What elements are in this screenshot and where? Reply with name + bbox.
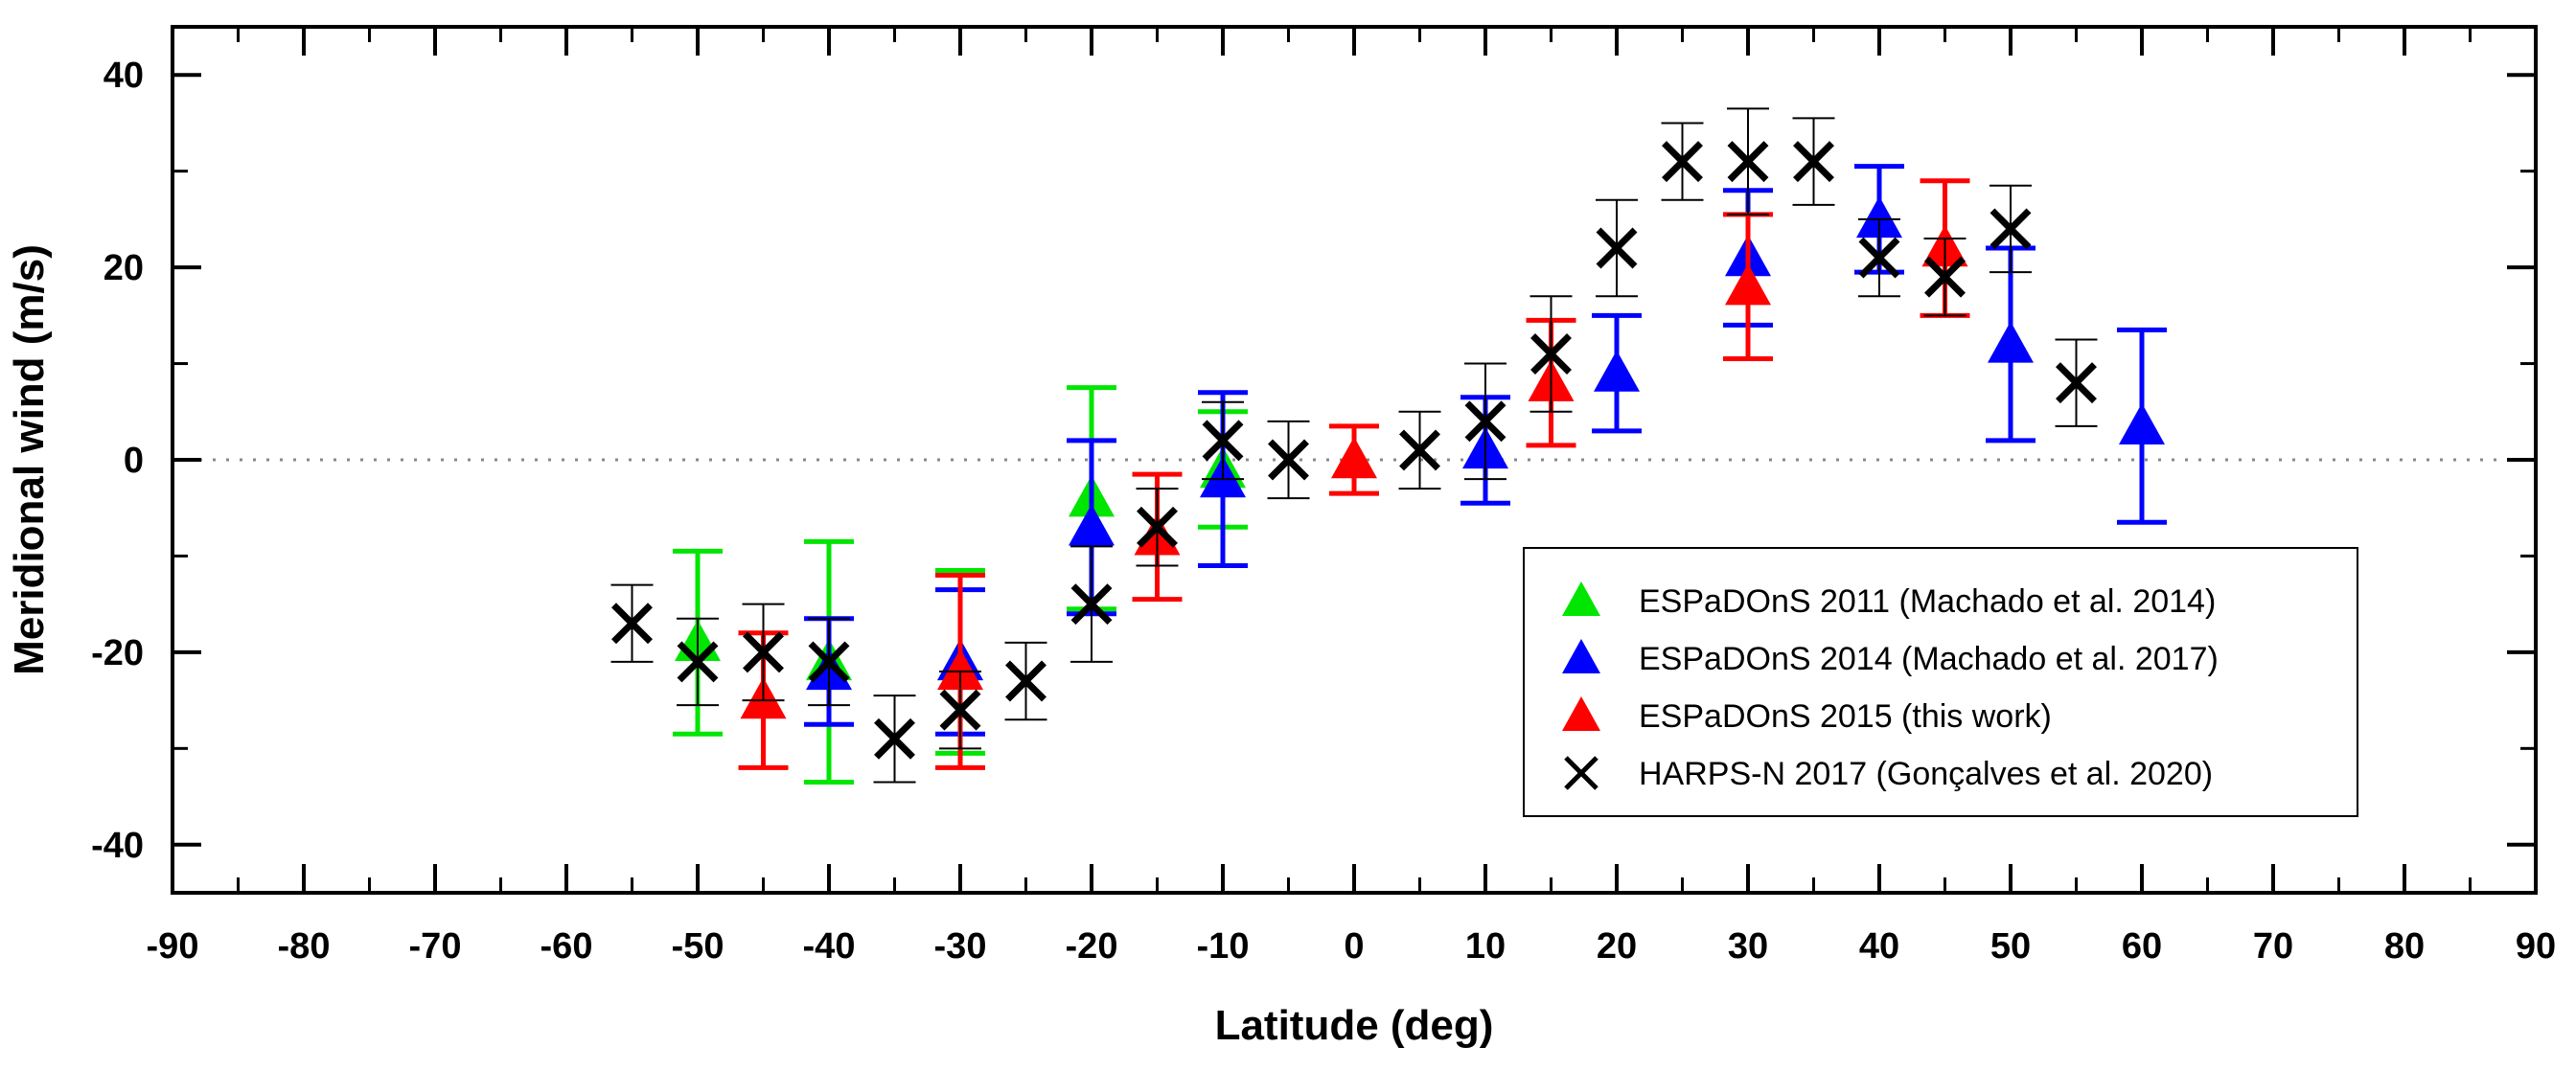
data-point-triangle [2119, 402, 2165, 445]
legend-marker-cross [1564, 756, 1598, 790]
y-tick-label: 20 [104, 248, 144, 288]
x-tick-label: 50 [1990, 926, 2031, 967]
data-point-cross [939, 689, 981, 731]
data-point-cross [1530, 333, 1572, 375]
data-point-cross [1793, 141, 1834, 183]
data-point-triangle [1331, 437, 1377, 479]
data-point-cross [1137, 506, 1178, 548]
x-tick-label: 20 [1597, 926, 1637, 967]
y-tick-label: -40 [91, 826, 144, 866]
data-point-cross [2056, 362, 2097, 404]
data-point-triangle [1988, 321, 2034, 363]
data-point-cross [1924, 256, 1966, 298]
x-tick-label: -70 [409, 926, 462, 967]
x-tick-label: 60 [2122, 926, 2162, 967]
x-tick-label: 70 [2253, 926, 2293, 967]
data-point-triangle [1594, 350, 1640, 392]
x-tick-label: -30 [934, 926, 987, 967]
y-tick-label: -20 [91, 633, 144, 673]
data-point-cross [1268, 439, 1309, 481]
x-tick-label: 0 [1344, 926, 1364, 967]
legend-marker-triangle [1562, 639, 1600, 673]
x-tick-label: 90 [2516, 926, 2556, 967]
frame-layer: -90 -80 -70 -60 -50 -40 -30 -20 -10 0 10 20 30 40 50 60… [91, 25, 2556, 967]
data-point-cross [743, 631, 784, 673]
data-point-cross [1662, 141, 1703, 183]
y-axis-title: Meridional wind (m/s) [6, 244, 53, 675]
data-point-cross [611, 603, 653, 645]
data-point-cross [1070, 583, 1113, 626]
data-point-cross [1399, 429, 1440, 471]
x-tick-label: -80 [278, 926, 331, 967]
legend-label: ESPaDOnS 2015 (this work) [1639, 698, 2052, 735]
data-point-triangle [1725, 263, 1771, 306]
series-4 [610, 107, 2098, 784]
x-tick-label: 40 [1859, 926, 1899, 967]
y-tick-label: 40 [104, 56, 144, 96]
data-point-cross [1858, 237, 1900, 279]
legend-label: ESPaDOnS 2011 (Machado et al. 2014) [1639, 583, 2216, 620]
data-point-cross [1464, 400, 1506, 443]
data-point-triangle [1856, 195, 1902, 239]
y-tick-label: 0 [124, 441, 144, 481]
x-tick-label: -90 [147, 926, 199, 967]
legend-box [1523, 547, 2358, 817]
x-tick-label: 10 [1465, 926, 1506, 967]
x-tick-label: 80 [2384, 926, 2425, 967]
x-axis-title: Latitude (deg) [1215, 1002, 1494, 1049]
x-tick-label: 30 [1728, 926, 1768, 967]
legend: ESPaDOnS 2011 (Machado et al. 2014) ESPaD… [1523, 547, 2358, 817]
data-point-triangle [1069, 504, 1115, 546]
legend-marker-triangle [1562, 696, 1600, 731]
legend-label: ESPaDOnS 2014 (Machado et al. 2017) [1639, 641, 2219, 677]
x-tick-label: -20 [1066, 926, 1118, 967]
data-point-cross [1990, 208, 2032, 250]
data-point-cross [677, 641, 719, 683]
data-point-cross [1202, 420, 1244, 462]
data-layer [610, 107, 2167, 785]
legend-label: HARPS-N 2017 (Gonçalves et al. 2020) [1639, 756, 2213, 792]
x-tick-label: -40 [803, 926, 856, 967]
x-tick-label: -60 [540, 926, 593, 967]
x-tick-label: -50 [672, 926, 724, 967]
plot-frame [171, 25, 2538, 895]
x-tick-label: -10 [1197, 926, 1250, 967]
legend-marker-triangle [1562, 581, 1600, 616]
data-point-cross [1727, 141, 1769, 183]
data-point-cross [808, 641, 850, 683]
data-point-triangle [937, 648, 983, 691]
data-point-cross [1596, 227, 1638, 269]
data-point-cross [874, 717, 915, 760]
data-point-cross [1005, 660, 1046, 702]
